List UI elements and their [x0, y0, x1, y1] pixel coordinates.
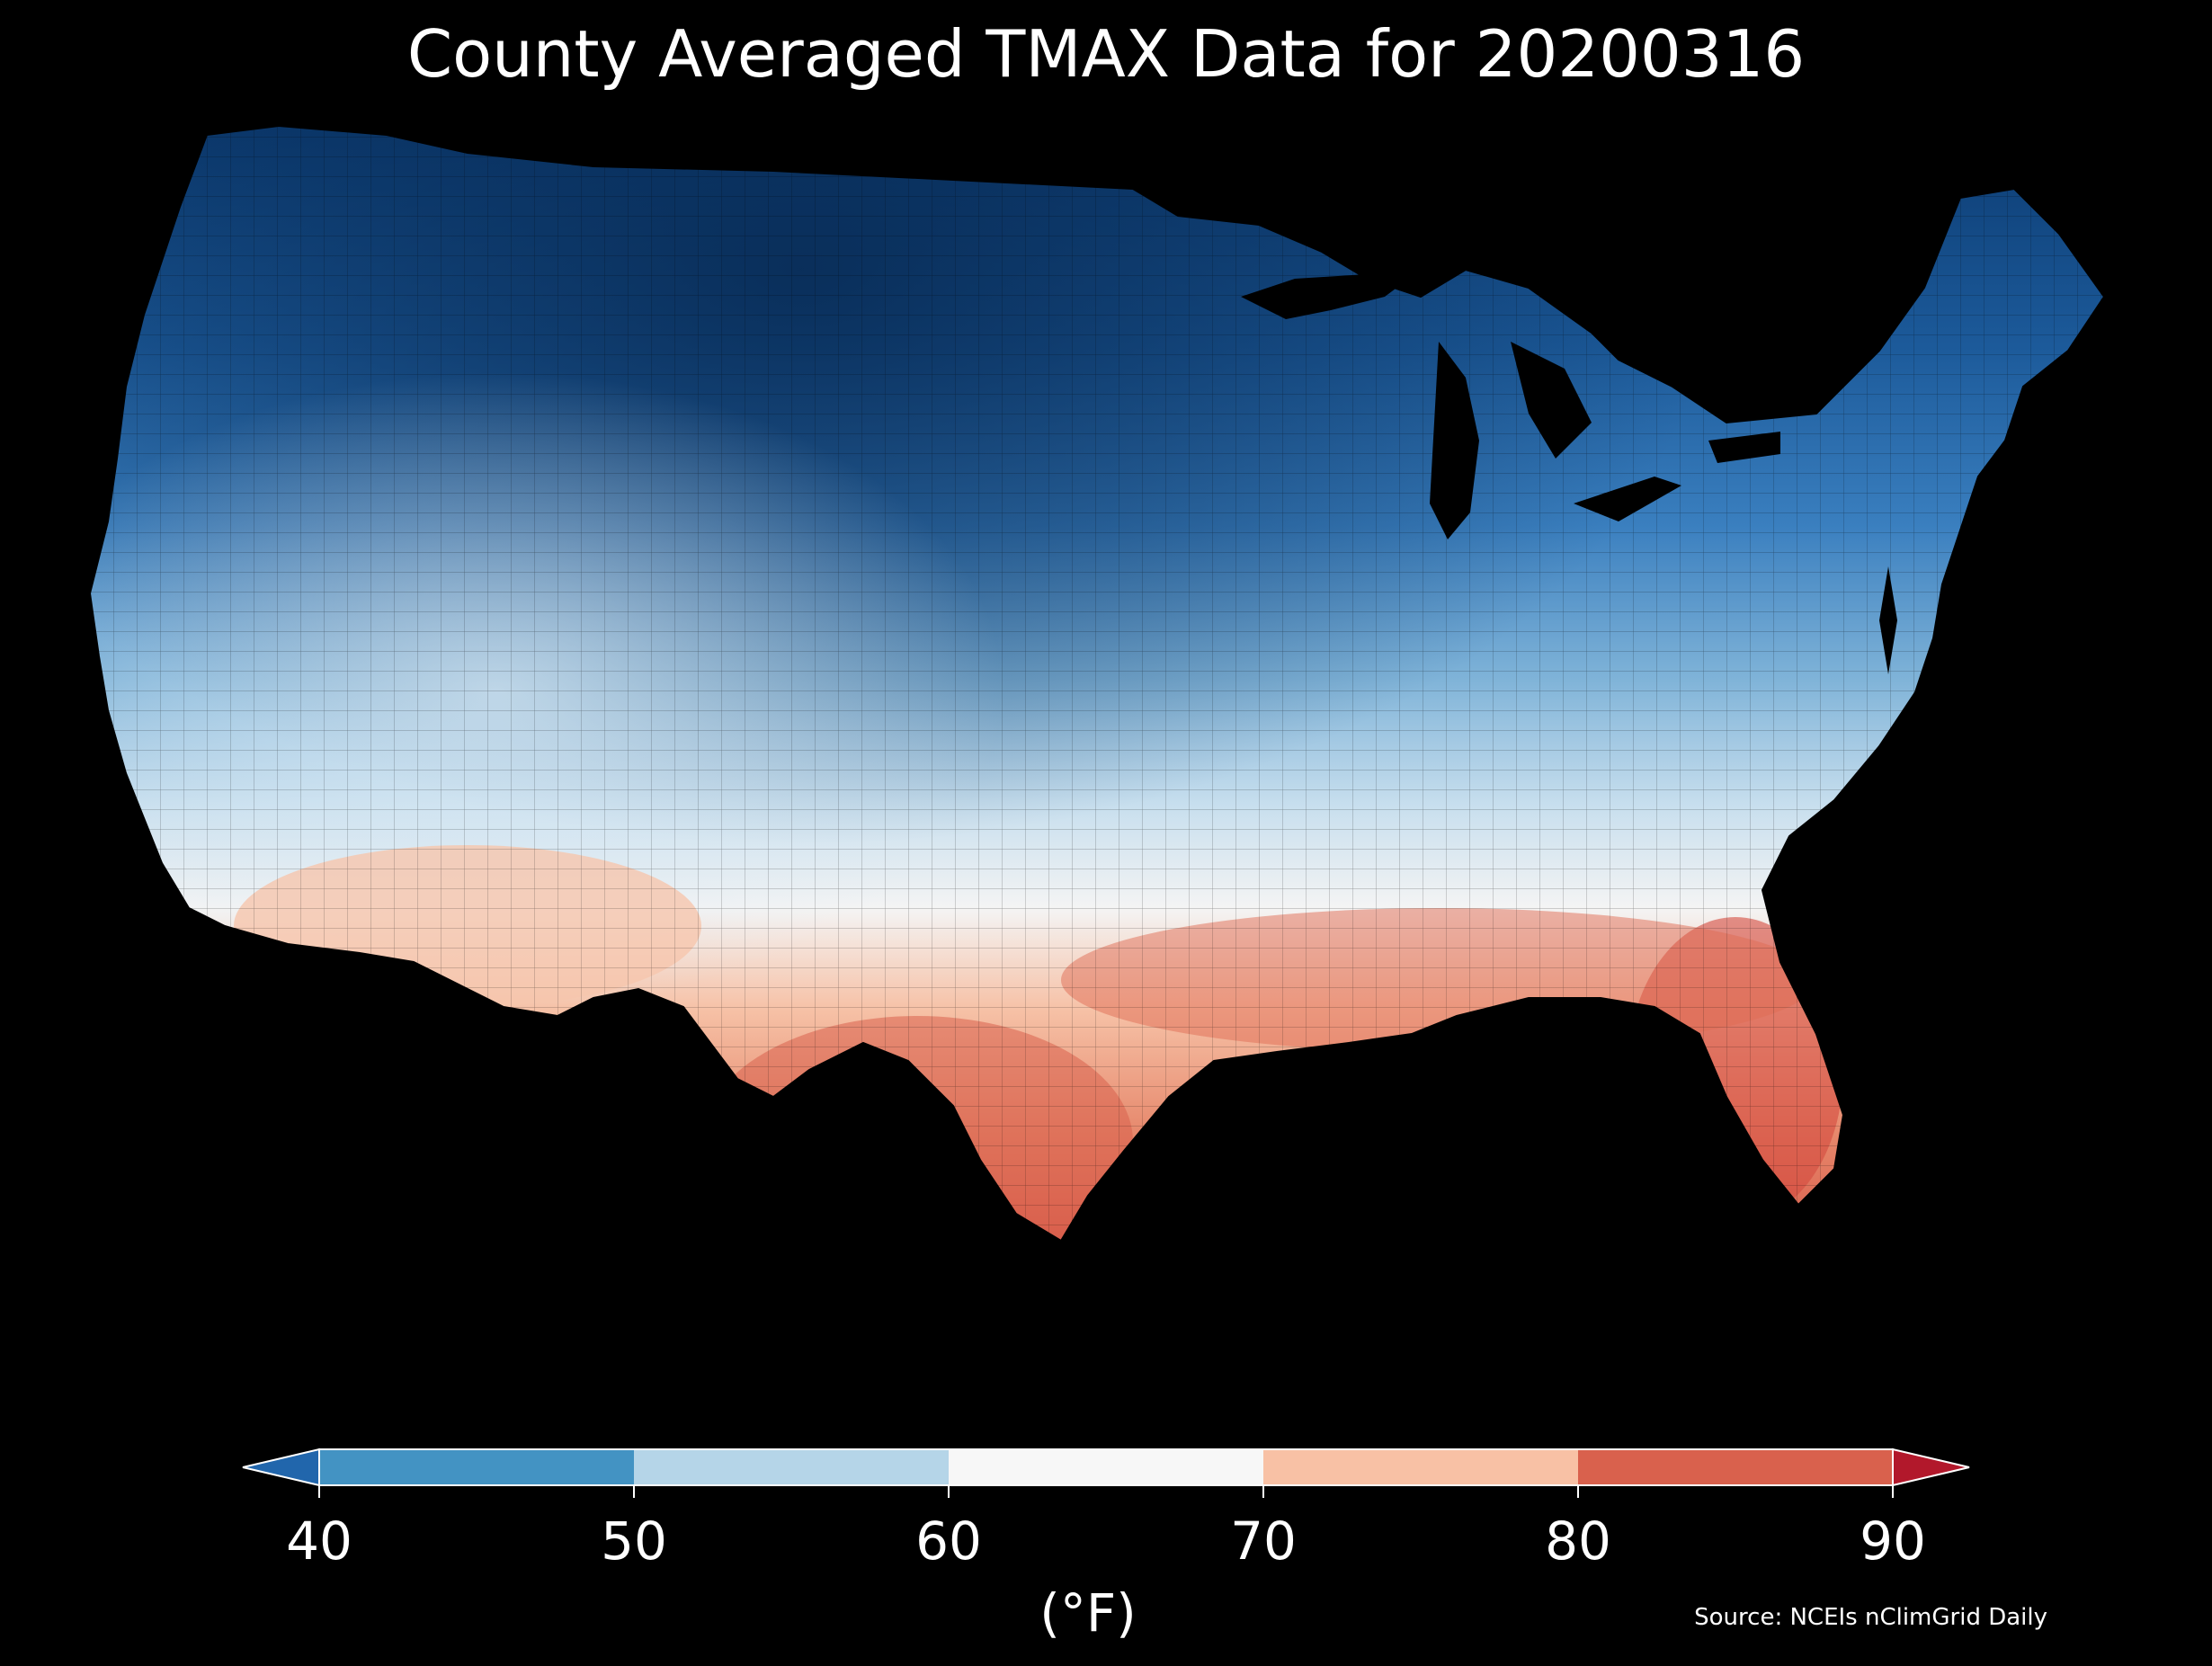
tick-label: 40 [286, 1510, 352, 1572]
colorbar-extend-low [242, 1448, 320, 1487]
colorbar-unit-label: (°F) [0, 1582, 2212, 1644]
tick-label: 70 [1230, 1510, 1297, 1572]
tick-label: 80 [1545, 1510, 1611, 1572]
unit-text: (°F) [1039, 1582, 1137, 1644]
colorbar-bin-4 [1578, 1449, 1893, 1485]
us-county-map [90, 117, 2122, 1394]
lake-superior [1241, 270, 1421, 319]
tick-label: 90 [1860, 1510, 1926, 1572]
colorbar-ticks: 40 50 60 70 80 90 [0, 1510, 2212, 1582]
map-title: County Averaged TMAX Data for 20200316 [406, 16, 1806, 92]
colorbar-bin-0 [319, 1449, 634, 1485]
lake-erie [1574, 477, 1681, 521]
colorbar-bin-3 [1263, 1449, 1578, 1485]
colorbar-bin-1 [634, 1449, 949, 1485]
lake-ontario [1708, 432, 1780, 463]
lake-huron [1511, 342, 1592, 459]
source-credit: Source: NCEIs nClimGrid Daily [1694, 1604, 2047, 1631]
colorbar [234, 1439, 1978, 1519]
colorbar-bin-2 [949, 1449, 1263, 1485]
colorbar-outline [318, 1448, 1894, 1486]
lake-michigan [1430, 342, 1479, 539]
tick-label: 50 [601, 1510, 667, 1572]
tick-label: 60 [915, 1510, 982, 1572]
colorbar-extend-high [1892, 1448, 1970, 1487]
